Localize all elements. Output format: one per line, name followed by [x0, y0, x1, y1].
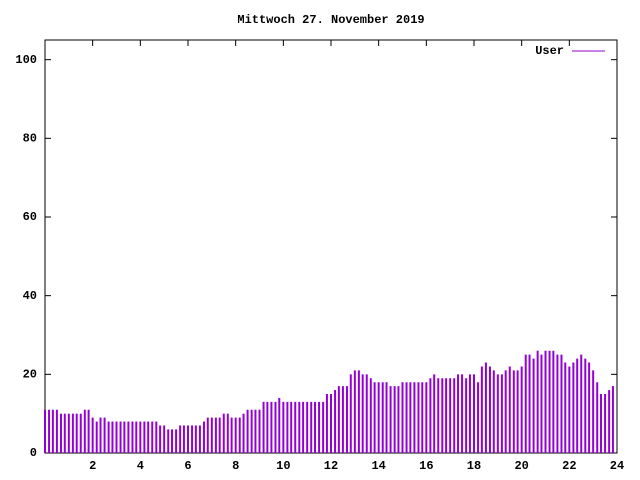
x-tick-label: 24: [610, 459, 624, 473]
y-tick-label: 40: [23, 289, 37, 303]
x-tick-label: 6: [184, 459, 191, 473]
x-tick-label: 2: [89, 459, 96, 473]
x-tick-label: 4: [137, 459, 144, 473]
legend-label: User: [535, 44, 564, 58]
x-tick-label: 12: [324, 459, 338, 473]
plot-frame: [44, 39, 618, 454]
chart-title: Mittwoch 27. November 2019: [237, 13, 424, 27]
x-tick-label: 10: [276, 459, 290, 473]
x-tick-label: 20: [514, 459, 528, 473]
x-tick-label: 8: [232, 459, 239, 473]
x-tick-label: 14: [371, 459, 385, 473]
x-tick-label: 16: [419, 459, 433, 473]
y-tick-label: 20: [23, 368, 37, 382]
y-tick-label: 80: [23, 132, 37, 146]
y-tick-label: 100: [15, 53, 37, 67]
x-tick-label: 22: [562, 459, 576, 473]
y-tick-label: 0: [30, 446, 37, 460]
x-tick-label: 18: [467, 459, 481, 473]
y-tick-label: 60: [23, 210, 37, 224]
